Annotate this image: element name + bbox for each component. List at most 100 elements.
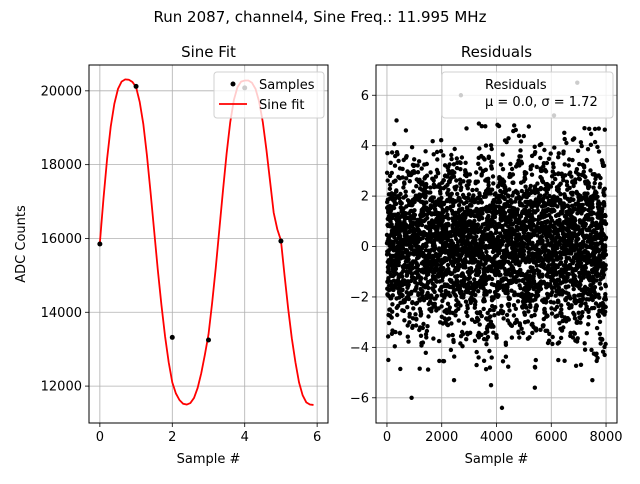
residual-point (455, 191, 460, 197)
residual-point (522, 176, 528, 182)
residual-point (518, 285, 523, 291)
sample-point (278, 238, 284, 244)
residual-point (582, 347, 588, 352)
residual-point (415, 163, 420, 168)
residual-point (461, 292, 466, 297)
residual-point (556, 285, 562, 290)
residual-point (599, 221, 604, 226)
residual-point (385, 334, 391, 339)
residual-point (465, 306, 470, 311)
residual-point (384, 170, 390, 175)
residual-point (487, 365, 493, 370)
residual-point (472, 214, 477, 219)
residual-point (449, 152, 454, 158)
residual-point (535, 207, 540, 213)
residual-point (551, 300, 556, 305)
residual-point (587, 126, 592, 131)
residual-point (441, 153, 446, 158)
residual-point (598, 201, 603, 207)
residual-point (556, 357, 561, 363)
residual-point (594, 325, 600, 331)
residual-point (423, 149, 428, 154)
residual-point (511, 180, 516, 185)
residual-point (452, 170, 457, 175)
sine-fit-x-tick-label: 2 (168, 430, 176, 445)
residual-point (603, 309, 608, 314)
residual-point (441, 359, 447, 364)
residual-point (485, 329, 490, 334)
residual-point (578, 260, 584, 266)
residual-point (603, 297, 608, 302)
residual-point (462, 276, 467, 281)
residual-point (533, 150, 538, 155)
residual-point (548, 151, 553, 156)
residual-point (479, 200, 484, 205)
residual-point (558, 191, 563, 197)
residual-point (506, 302, 512, 307)
residual-point (496, 293, 501, 298)
residual-point (478, 166, 483, 171)
residual-point (544, 299, 549, 304)
residual-point (441, 201, 447, 207)
residual-point (419, 166, 424, 171)
residual-point (493, 305, 498, 310)
residual-point (520, 258, 525, 263)
residual-point (587, 228, 592, 233)
residual-point (581, 169, 586, 174)
residual-point (519, 188, 524, 194)
residual-point (534, 263, 540, 268)
residual-point (464, 310, 469, 315)
residuals-x-tick-label: 4000 (480, 430, 513, 445)
residual-point (550, 341, 555, 347)
residual-point (555, 245, 560, 251)
residual-point (475, 222, 480, 227)
residual-point (449, 321, 454, 326)
residual-point (549, 306, 554, 311)
legend-residuals-label: Residuals (485, 78, 547, 93)
legend-residuals-stats: μ = 0.0, σ = 1.72 (485, 95, 598, 110)
residual-point (402, 318, 407, 323)
sine-fit-y-tick-label: 16000 (41, 232, 82, 247)
residual-point (538, 286, 544, 292)
residual-point (463, 265, 468, 270)
sine-fit-title: Sine Fit (181, 43, 236, 61)
residual-point (566, 272, 572, 277)
residual-point (397, 196, 402, 201)
residual-point (602, 203, 607, 208)
residual-point (469, 203, 474, 208)
residual-point (570, 157, 575, 163)
residual-point (582, 341, 587, 346)
residual-point (389, 315, 394, 320)
residual-point (395, 211, 401, 217)
legend-sine-fit-label: Sine fit (259, 98, 305, 113)
residual-point (519, 161, 525, 166)
residual-point (578, 320, 583, 325)
residual-point (535, 233, 540, 238)
residual-point (477, 146, 482, 151)
residual-point (513, 127, 518, 133)
residual-point (437, 358, 442, 364)
residual-point (553, 176, 558, 182)
residual-point (463, 299, 469, 304)
residual-point (476, 317, 481, 322)
residual-point (572, 136, 577, 141)
residual-point (598, 257, 603, 263)
residual-point (598, 341, 603, 346)
residual-point (403, 222, 409, 228)
residual-point (489, 276, 495, 282)
residual-point (541, 323, 546, 328)
residual-point (572, 296, 577, 301)
residual-point (476, 289, 481, 294)
residual-point (414, 316, 419, 322)
residual-point (480, 211, 485, 216)
residual-point (484, 342, 489, 347)
residual-point (504, 312, 510, 318)
residual-point (507, 308, 512, 313)
residual-point (403, 211, 408, 216)
residual-outlier-point (488, 382, 494, 388)
residual-point (603, 263, 608, 268)
residual-point (513, 216, 518, 221)
residual-point (556, 340, 562, 345)
residual-point (449, 191, 454, 196)
residual-point (412, 157, 417, 162)
